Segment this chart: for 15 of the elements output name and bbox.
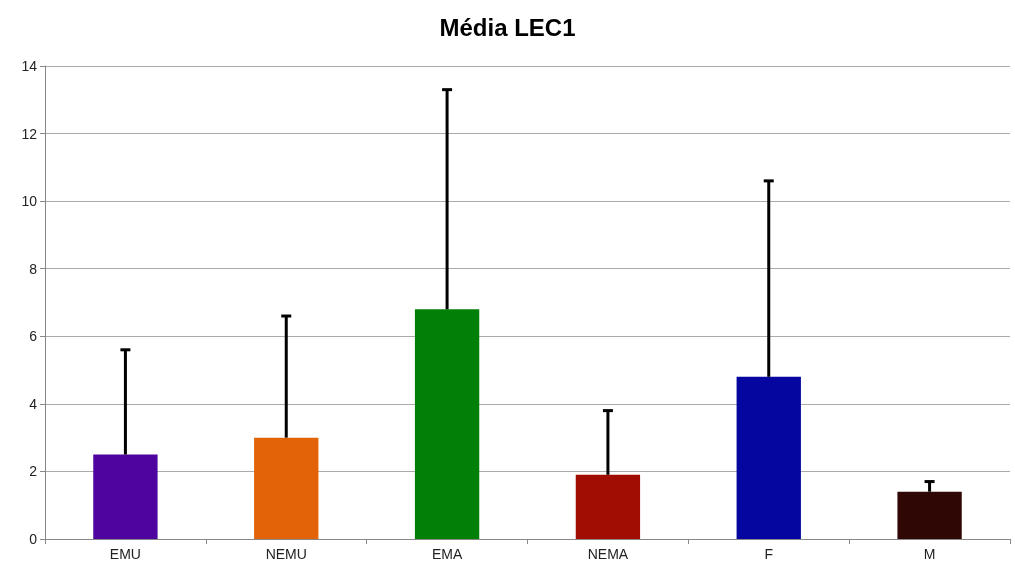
chart-title: Média LEC1	[439, 13, 576, 41]
x-tick-label: M	[923, 546, 936, 562]
y-tick-label: 2	[29, 463, 38, 480]
y-tick-label: 0	[29, 531, 38, 547]
x-tick-label: EMU	[109, 546, 141, 562]
y-tick-label: 10	[21, 193, 38, 210]
x-tick-label: NEMA	[587, 546, 629, 562]
y-tick-label: 4	[29, 395, 38, 412]
x-tick-label: EMA	[431, 546, 463, 562]
x-tick-label: NEMU	[265, 546, 307, 562]
y-tick-label: 6	[29, 328, 38, 345]
y-tick-label: 14	[21, 58, 38, 74]
y-tick-label: 8	[29, 260, 38, 277]
y-tick-label: 12	[21, 125, 38, 142]
x-tick-label: F	[764, 546, 774, 562]
